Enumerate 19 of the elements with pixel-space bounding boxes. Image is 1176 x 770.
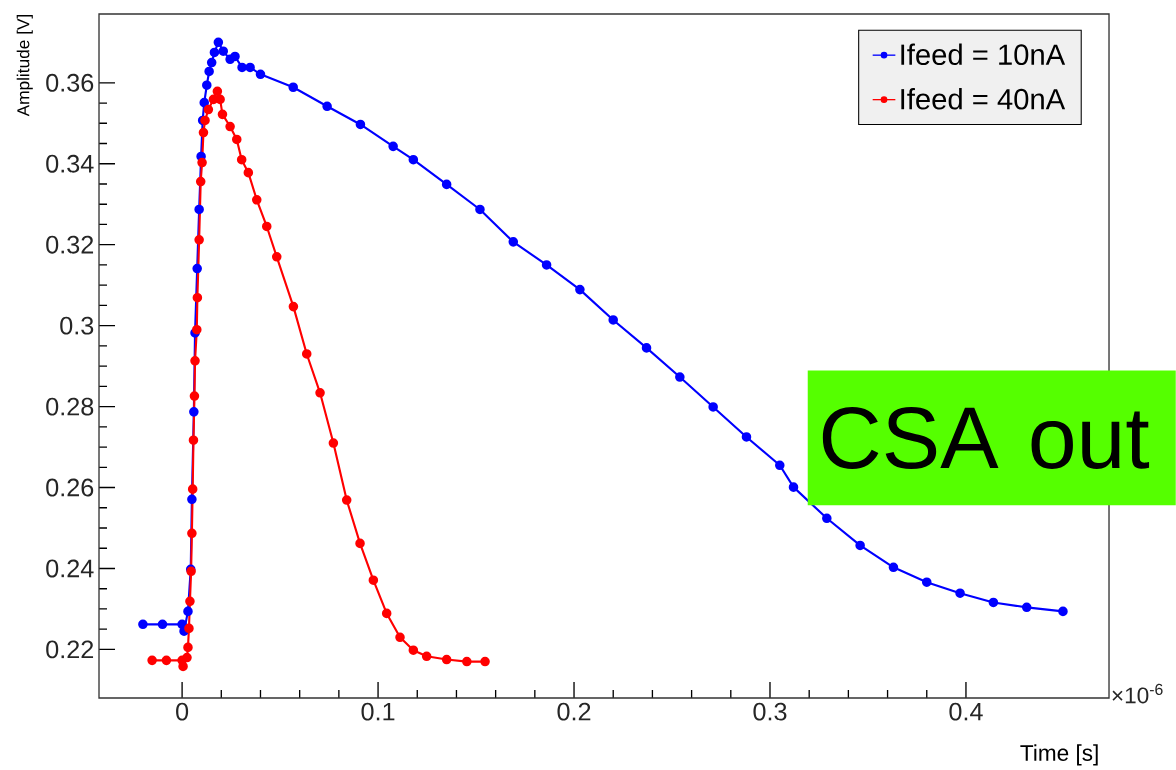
- x-tick-label: 0: [176, 702, 189, 721]
- x-tick-label: 0.1: [361, 702, 395, 721]
- y-tick-label: 0.32: [46, 235, 94, 254]
- text: ×10$^{-6}$: [1112, 683, 1163, 704]
- x-tick-label: 0.3: [753, 702, 787, 721]
- x-tick-label: 0.2: [557, 702, 591, 721]
- y-tick-label: 0.26: [46, 478, 94, 497]
- x-axis-title: Time [s]: [1020, 744, 1098, 766]
- y-tick-label: 0.28: [46, 397, 94, 416]
- y-tick-label: 0.22: [46, 640, 94, 659]
- y-tick-label: 0.36: [46, 73, 94, 92]
- x-tick-label: 0.4: [949, 702, 983, 721]
- annotation: CSA out: [822, 406, 1150, 470]
- legend-label: Ifeed = 10nA: [901, 43, 1066, 66]
- legend-label: Ifeed = 40nA: [901, 88, 1066, 110]
- y-tick-label: 0.3: [60, 316, 94, 335]
- y-tick-label: 0.34: [46, 154, 94, 173]
- y-tick-label: 0.24: [46, 559, 94, 578]
- y-axis-title: Amplitude [V]: [16, 15, 33, 117]
